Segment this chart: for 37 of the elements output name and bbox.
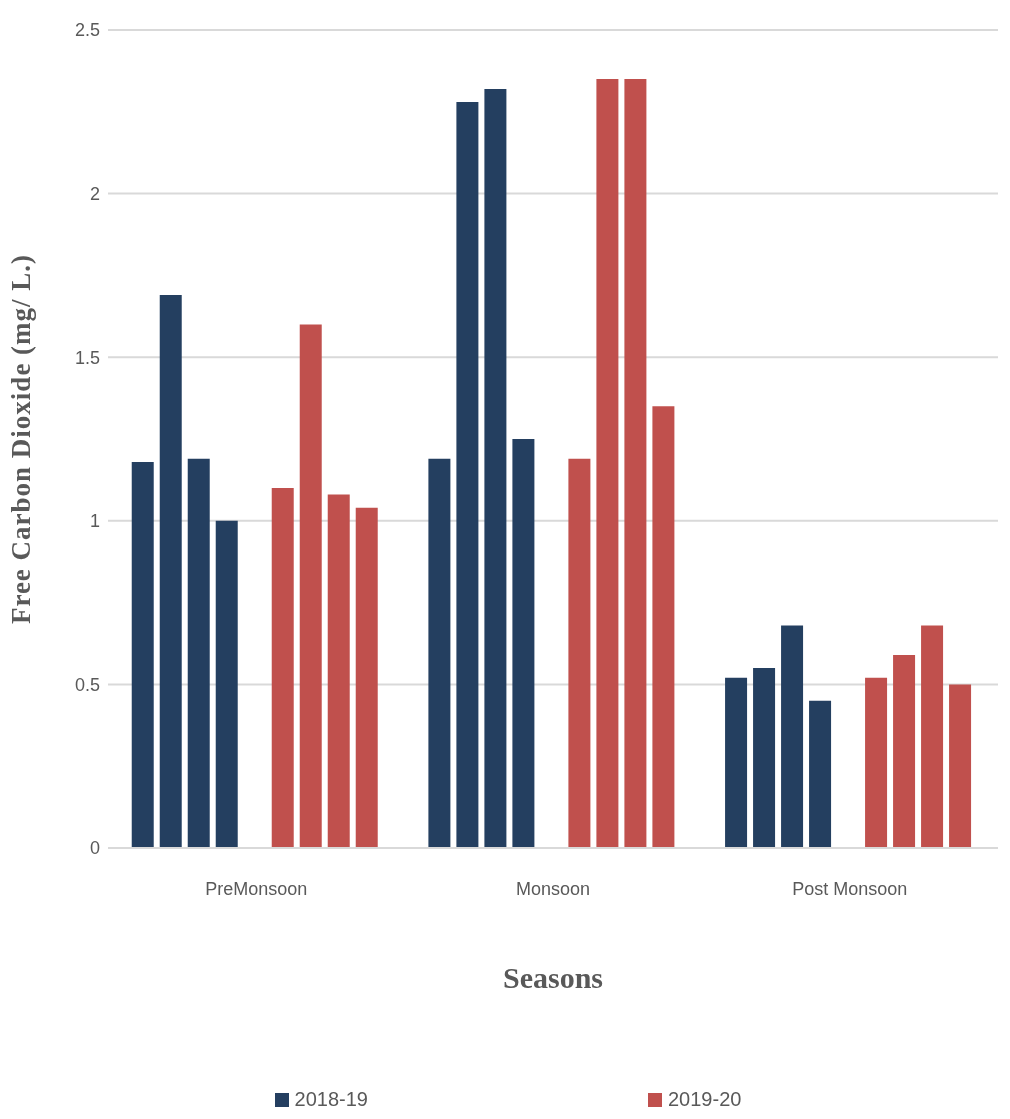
bar (921, 625, 944, 848)
bar (428, 458, 451, 848)
y-tick-label: 0.5 (74, 674, 100, 695)
legend-label: 2019-20 (668, 1088, 742, 1111)
bar (187, 458, 210, 848)
x-tick-label: Post Monsoon (792, 878, 908, 899)
bar (299, 324, 322, 848)
bar (949, 684, 972, 848)
bar (159, 295, 182, 848)
bar (456, 101, 479, 848)
bar (271, 488, 294, 848)
bar (725, 677, 748, 848)
bar (215, 520, 238, 848)
bar (652, 406, 675, 848)
bar (753, 668, 776, 848)
bar (568, 458, 591, 848)
bar (131, 461, 154, 848)
bar (893, 654, 916, 848)
bar (512, 439, 535, 848)
y-tick-label: 1.5 (74, 347, 100, 368)
x-tick-label: PreMonsoon (205, 878, 308, 899)
x-axis-title: Seasons (502, 961, 604, 994)
bar (781, 625, 804, 848)
y-tick-label: 2.5 (74, 20, 100, 41)
y-axis-title: Free Carbon Dioxide (mg/ L.) (5, 253, 36, 625)
bar (596, 79, 619, 848)
y-tick-label: 2 (89, 183, 100, 204)
bar (484, 88, 507, 848)
y-tick-label: 0 (89, 838, 100, 859)
bar (624, 79, 647, 848)
y-tick-label: 1 (89, 511, 100, 532)
x-tick-label: Monsoon (515, 878, 591, 899)
bar (865, 677, 888, 848)
legend-label: 2018-19 (294, 1088, 368, 1111)
bar (327, 494, 350, 848)
bar (809, 700, 832, 848)
bar (355, 507, 378, 848)
